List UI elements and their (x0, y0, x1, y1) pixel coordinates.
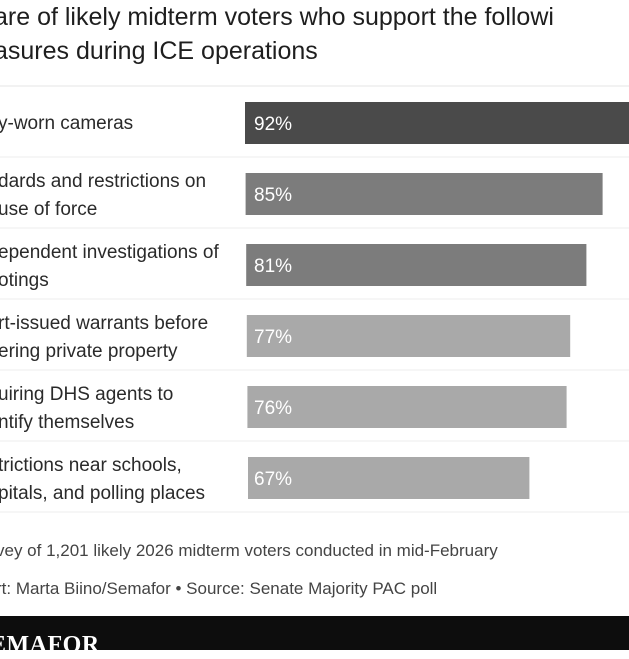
category-label: pitals, and polling places (0, 483, 205, 504)
bar (245, 173, 603, 215)
category-label: ering private property (0, 341, 178, 362)
credit-footnote: rt: Marta Biino/Semafor • Source: Senate… (0, 579, 438, 598)
category-label: dards and restrictions on (0, 171, 206, 192)
chart-title: are of likely midterm voters who support… (0, 0, 629, 68)
category-label: ependent investigations of (0, 242, 219, 263)
category-label: otings (0, 270, 49, 291)
bar (245, 102, 629, 144)
bar-value-label: 67% (254, 469, 292, 490)
bar-value-label: 77% (254, 327, 292, 348)
category-label: y-worn cameras (0, 113, 133, 134)
bar-value-label: 81% (254, 256, 292, 277)
footer-bar: EMAFOR (0, 616, 629, 658)
bar (248, 457, 530, 499)
bar-value-label: 76% (254, 398, 292, 419)
bar-value-label: 85% (254, 185, 292, 206)
category-label: use of force (0, 199, 97, 220)
chart-title-line-1: are of likely midterm voters who support… (0, 3, 554, 31)
bar-value-label: 92% (254, 114, 292, 135)
chart-title-line-2: asures during ICE operations (0, 37, 318, 65)
category-label: uiring DHS agents to (0, 384, 173, 405)
bar-chart: 92% y-worn cameras 85% dards and restrictio… (0, 85, 629, 513)
bar (246, 244, 587, 286)
category-label: rt-issued warrants before (0, 313, 208, 334)
survey-footnote: vey of 1,201 likely 2026 midterm voters … (0, 541, 498, 560)
category-label: trictions near schools, (0, 455, 182, 476)
bar (247, 386, 567, 428)
brand-logo: EMAFOR (0, 632, 100, 658)
category-label: ntify themselves (0, 412, 134, 433)
bar (246, 315, 571, 357)
